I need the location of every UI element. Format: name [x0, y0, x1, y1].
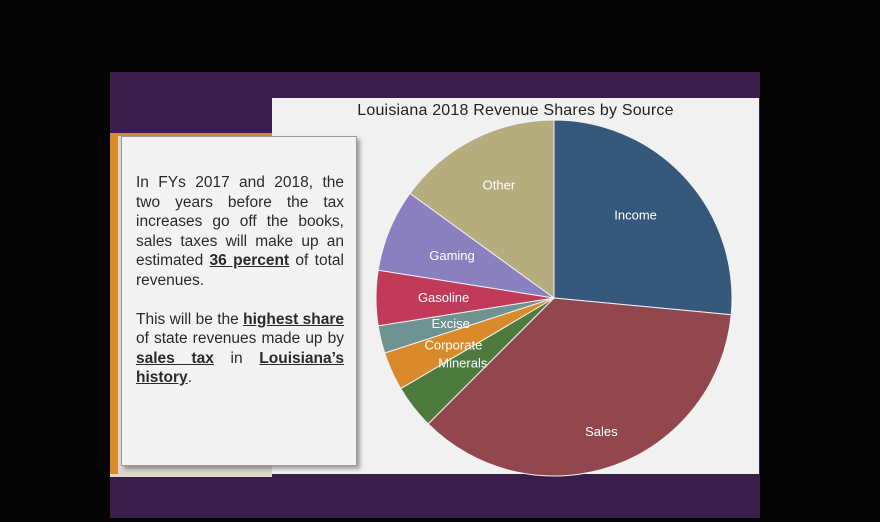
pie-slice-other: [409, 119, 555, 299]
summary-text: .: [187, 369, 192, 387]
pie-label-excise: Excise: [432, 316, 470, 331]
summary-text: of total revenues.: [136, 252, 344, 289]
chart-title: Louisiana 2018 Revenue Shares by Source: [357, 102, 674, 119]
summary-text: of state revenues made up by: [136, 330, 344, 348]
summary-paragraph-2: This will be the highest share of state …: [136, 310, 344, 388]
pie-slices: [375, 119, 733, 477]
pie-label-income: Income: [614, 208, 657, 223]
pie-label-minerals: Minerals: [438, 356, 488, 371]
summary-text: in: [213, 349, 260, 367]
pie-label-gasoline: Gasoline: [418, 290, 469, 305]
emphasis-highest-share: highest share: [243, 310, 344, 328]
emphasis-36-percent: 36 percent: [209, 252, 290, 270]
summary-text-box: In FYs 2017 and 2018, the two years befo…: [121, 136, 357, 466]
summary-paragraph-1: In FYs 2017 and 2018, the two years befo…: [136, 173, 344, 291]
pie-label-other: Other: [483, 178, 516, 193]
left-accent-bar: [110, 133, 118, 474]
emphasis-louisiana-history: Louisiana’s history: [136, 349, 344, 387]
pie-label-sales: Sales: [585, 424, 618, 439]
pie-slice-income: [553, 119, 733, 316]
pie-slice-sales: [427, 297, 732, 477]
summary-text: In FYs 2017 and 2018, the two years befo…: [136, 174, 344, 270]
summary-text: This will be the: [136, 310, 244, 328]
emphasis-sales-tax: sales tax: [136, 349, 214, 367]
pie-label-corporate: Corporate: [424, 337, 482, 352]
pie-labels: Income Sales Minerals Corporate Excise Gasoli…: [418, 178, 657, 439]
slide-footer-band: [110, 474, 760, 518]
pie-label-gaming: Gaming: [429, 248, 475, 263]
